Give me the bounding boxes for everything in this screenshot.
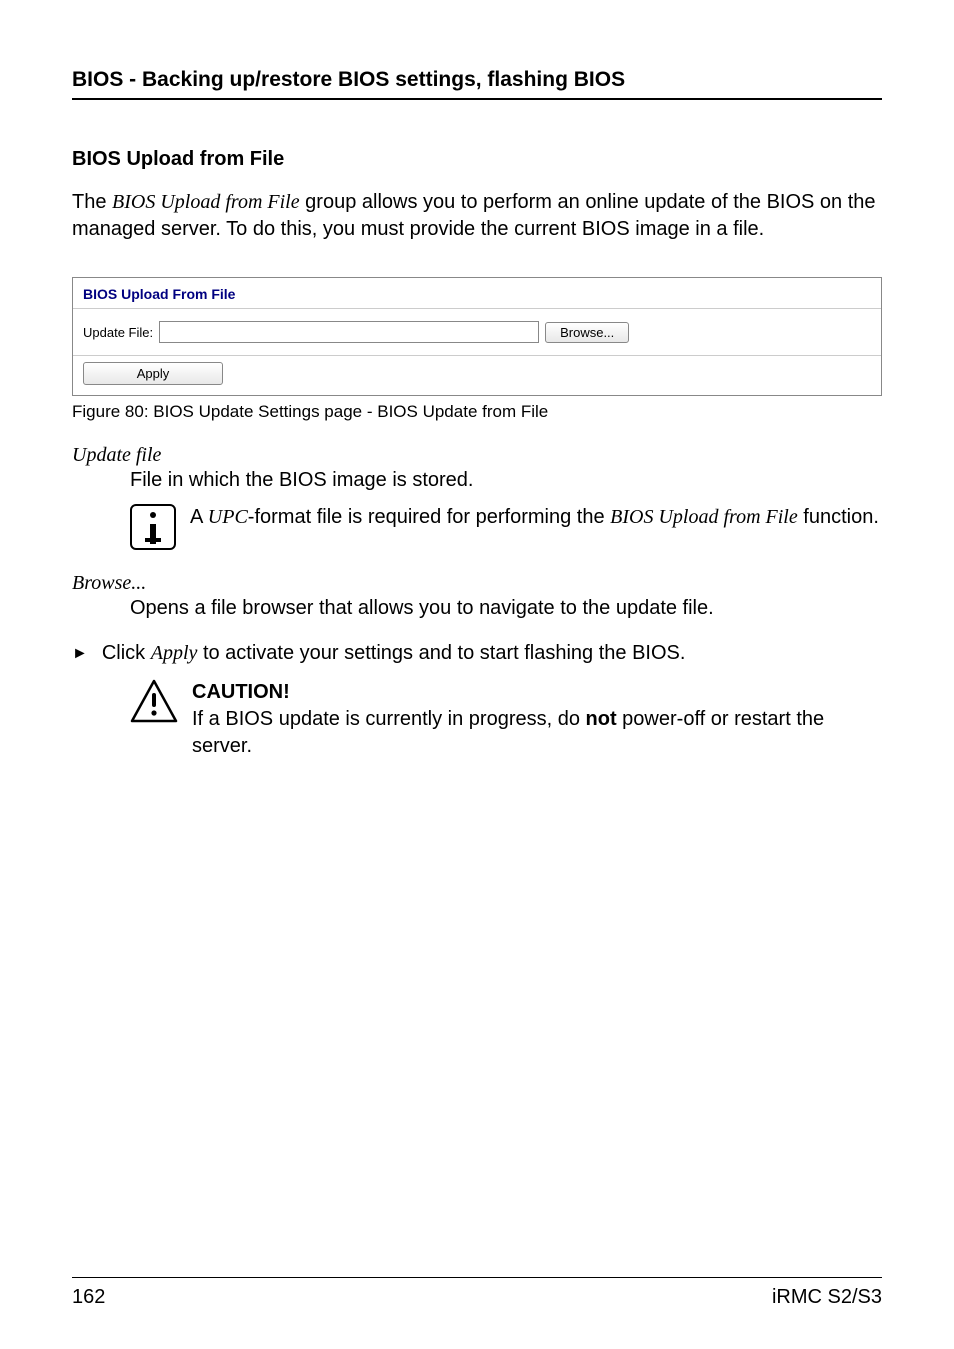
step-pre: Click bbox=[102, 642, 151, 664]
browse-button[interactable]: Browse... bbox=[545, 322, 629, 343]
apply-button[interactable]: Apply bbox=[83, 362, 223, 385]
update-file-label: Update File: bbox=[83, 325, 153, 340]
running-header: BIOS - Backing up/restore BIOS settings,… bbox=[72, 68, 882, 92]
info-note: A UPC-format file is required for perfor… bbox=[130, 504, 882, 550]
info-pre: A bbox=[190, 506, 208, 528]
caution-block: CAUTION! If a BIOS update is currently i… bbox=[130, 679, 882, 760]
caution-text: CAUTION! If a BIOS update is currently i… bbox=[192, 679, 882, 760]
info-icon bbox=[130, 504, 176, 550]
info-em2: BIOS Upload from File bbox=[610, 506, 798, 528]
info-post: function. bbox=[798, 506, 879, 528]
info-em1: UPC bbox=[208, 506, 248, 528]
panel-title: BIOS Upload From File bbox=[73, 278, 881, 308]
caution-bold: not bbox=[586, 708, 617, 730]
page-number: 162 bbox=[72, 1286, 105, 1309]
step-apply-em: Apply bbox=[151, 642, 198, 664]
caution-heading: CAUTION! bbox=[192, 679, 882, 706]
info-text: A UPC-format file is required for perfor… bbox=[190, 504, 879, 531]
def-term-browse: Browse... bbox=[72, 572, 882, 595]
def-term-update-file: Update file bbox=[72, 444, 882, 467]
footer-rule bbox=[72, 1277, 882, 1278]
apply-row: Apply bbox=[73, 356, 881, 395]
update-file-input[interactable] bbox=[159, 321, 539, 343]
step-post: to activate your settings and to start f… bbox=[197, 642, 685, 664]
intro-italic: BIOS Upload from File bbox=[112, 191, 300, 213]
bios-upload-panel: BIOS Upload From File Update File: Brows… bbox=[72, 277, 882, 396]
page-footer: 162 iRMC S2/S3 bbox=[72, 1277, 882, 1309]
doc-id: iRMC S2/S3 bbox=[772, 1286, 882, 1309]
step-apply: ► Click Apply to activate your settings … bbox=[72, 642, 882, 665]
update-file-row: Update File: Browse... bbox=[73, 309, 881, 355]
def-body-browse: Opens a file browser that allows you to … bbox=[130, 595, 882, 622]
header-rule bbox=[72, 98, 882, 100]
info-mid: -format file is required for performing … bbox=[248, 506, 610, 528]
section-heading: BIOS Upload from File bbox=[72, 148, 882, 171]
caution-pre: If a BIOS update is currently in progres… bbox=[192, 708, 586, 730]
figure-caption: Figure 80: BIOS Update Settings page - B… bbox=[72, 402, 882, 422]
def-body-update-file: File in which the BIOS image is stored. bbox=[130, 467, 882, 494]
caution-body: If a BIOS update is currently in progres… bbox=[192, 706, 882, 760]
step-marker-icon: ► bbox=[72, 645, 88, 663]
step-text: Click Apply to activate your settings an… bbox=[102, 642, 686, 665]
caution-icon bbox=[130, 679, 178, 723]
intro-paragraph: The BIOS Upload from File group allows y… bbox=[72, 189, 882, 243]
intro-pre: The bbox=[72, 191, 112, 213]
